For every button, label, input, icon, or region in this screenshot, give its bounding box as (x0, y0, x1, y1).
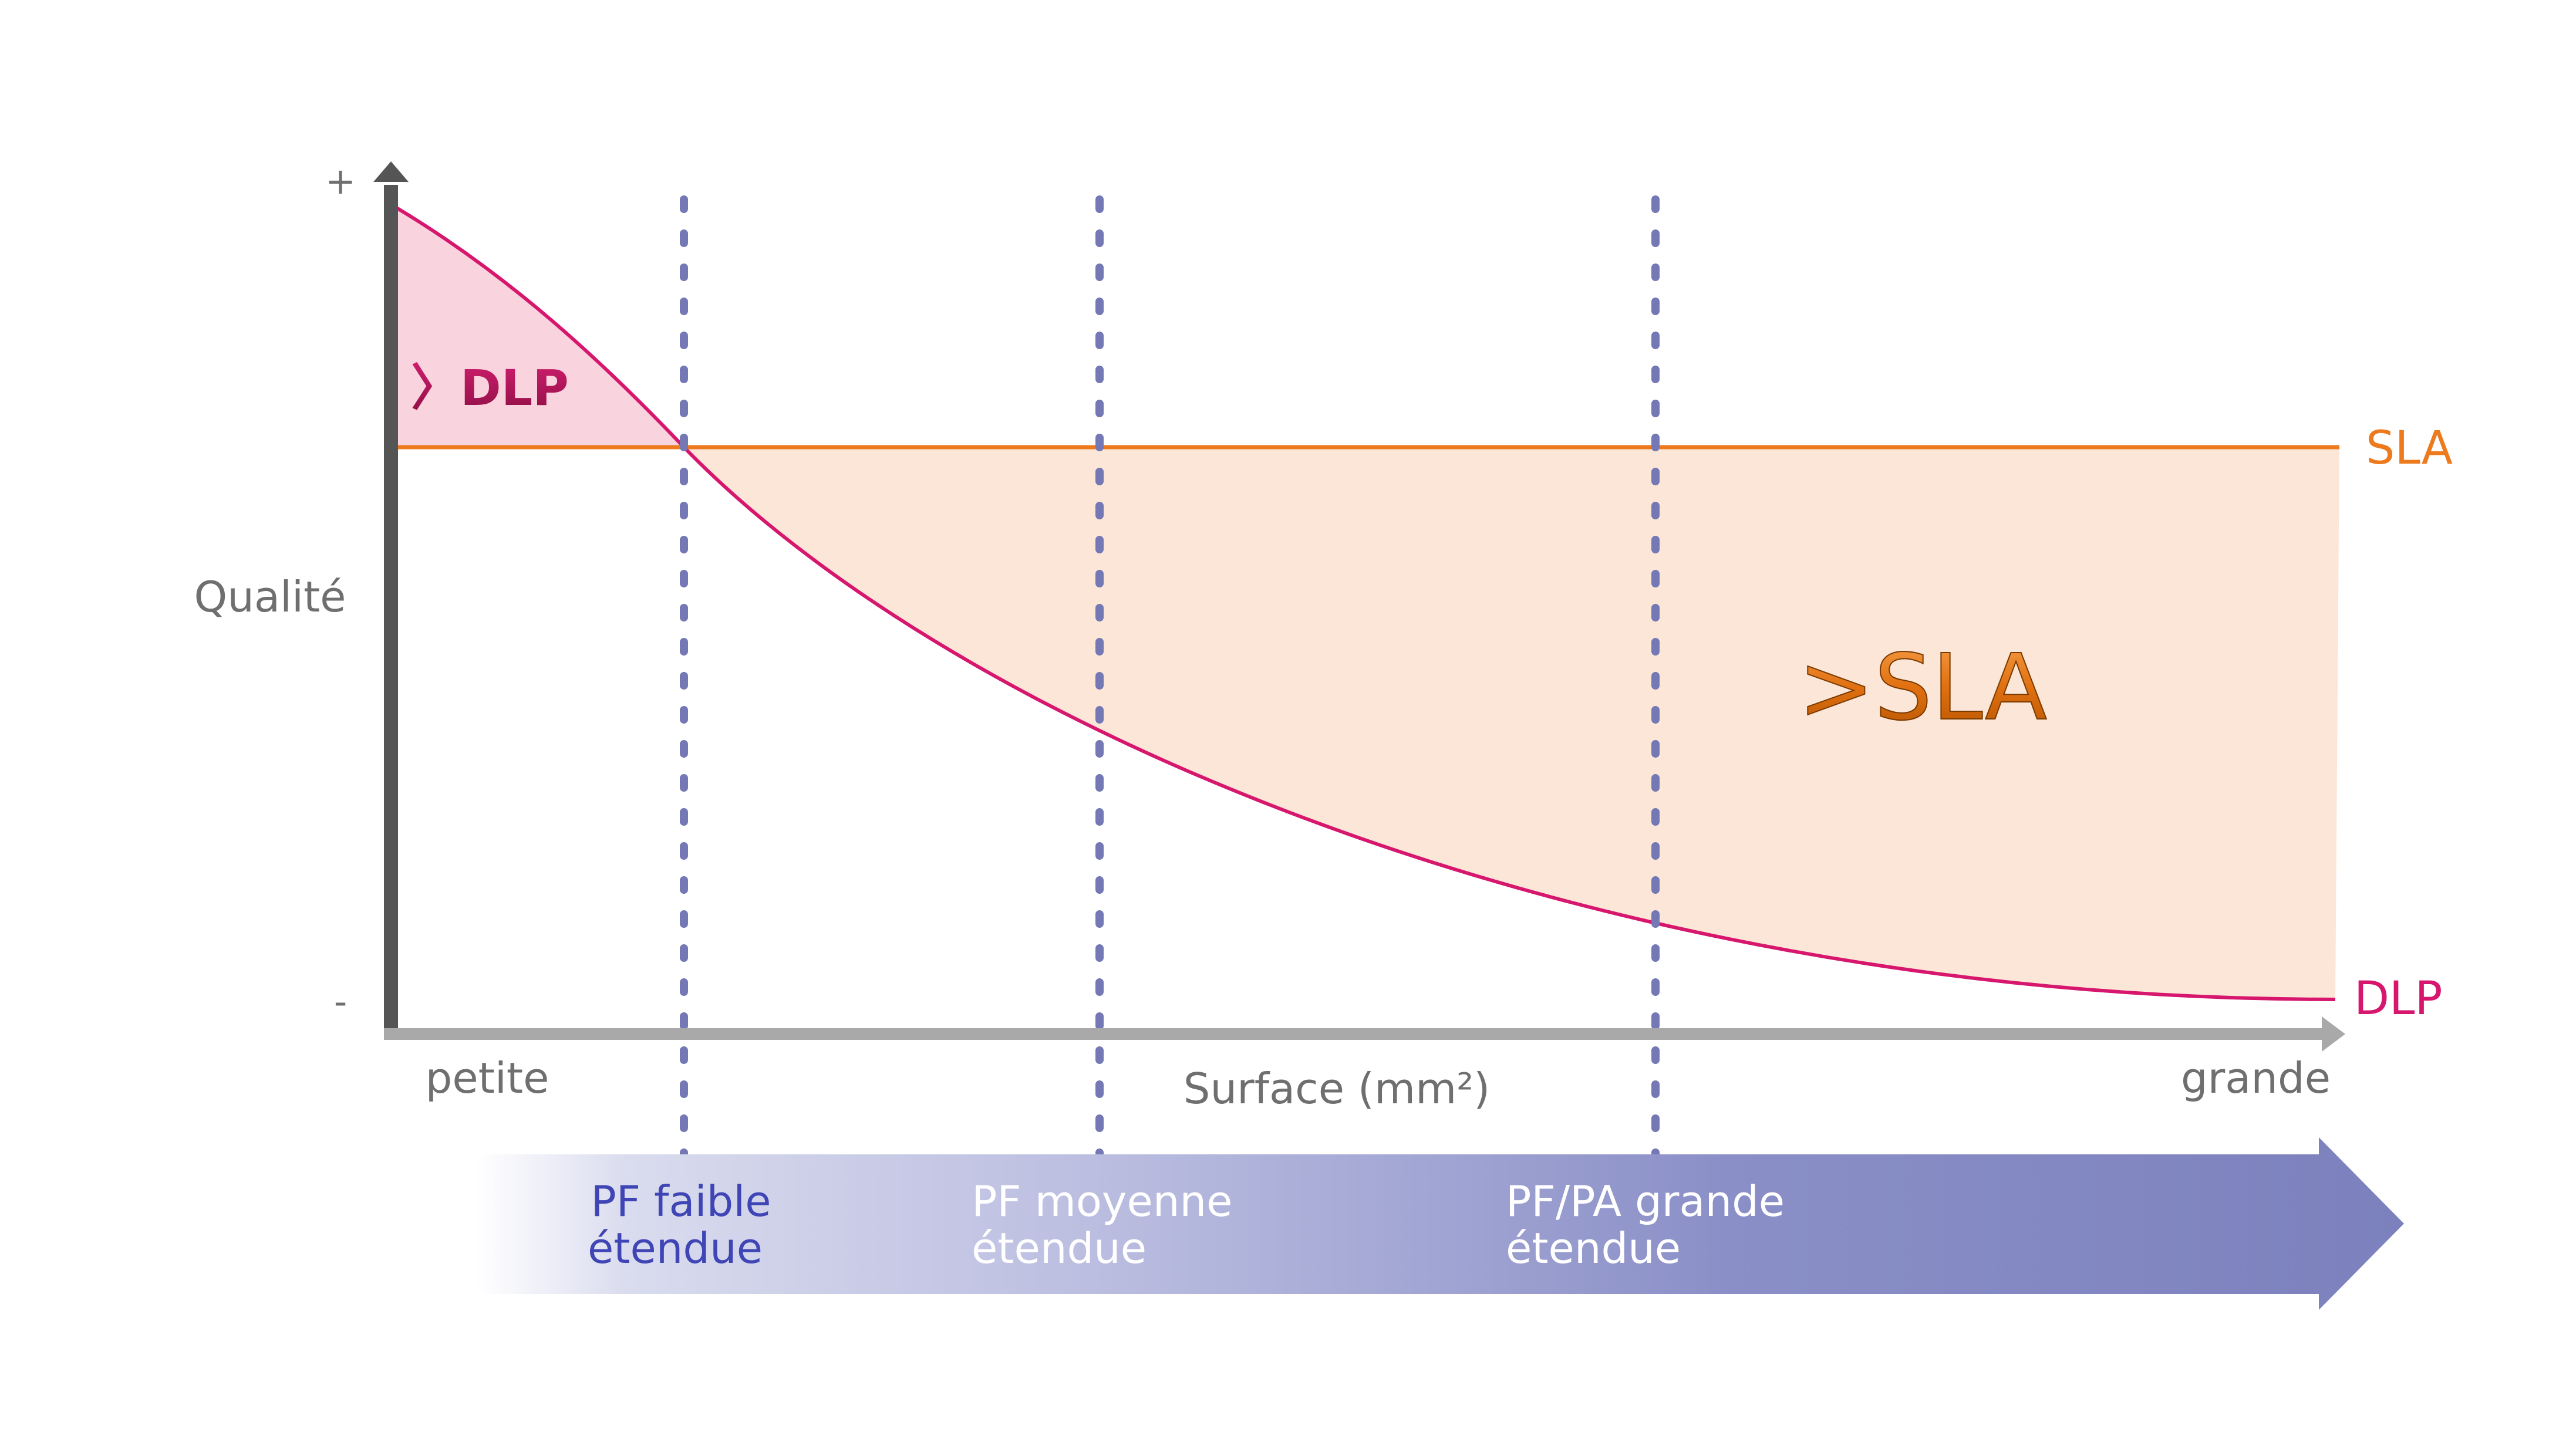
range-segment-medium: PF moyenne étendue (972, 1177, 1232, 1273)
dlp-line-label: DLP (2354, 972, 2443, 1025)
range-segment-large: PF/PA grande étendue (1506, 1177, 1785, 1273)
dlp-advantage-region (394, 207, 684, 447)
sla-region-label: >SLA (1798, 634, 2047, 741)
y-axis-top-tick: + (325, 160, 356, 202)
sla-advantage-region (684, 447, 2339, 999)
x-axis-arrowhead (2322, 1016, 2345, 1052)
x-axis-right-label: grande (2181, 1053, 2331, 1103)
range-segment-line1: PF faible (591, 1177, 771, 1226)
range-segment-line2: étendue (972, 1224, 1147, 1273)
y-axis-arrowhead (373, 161, 409, 182)
range-arrow (477, 1137, 2404, 1310)
dlp-region-label: 〉DLP (411, 359, 569, 417)
range-segment-line2: étendue (1506, 1224, 1681, 1273)
range-segment-line1: PF/PA grande (1506, 1177, 1785, 1226)
dlp-curve (393, 205, 2336, 1001)
sla-line-label: SLA (2366, 422, 2453, 475)
y-axis-bottom-tick: - (334, 980, 347, 1023)
range-segment-line1: PF moyenne (972, 1177, 1232, 1226)
x-axis-label: Surface (mm²) (1183, 1064, 1491, 1113)
range-dividers (680, 195, 1660, 1163)
y-axis-label: Qualité (194, 572, 346, 621)
range-segment-line2: étendue (588, 1224, 763, 1273)
x-axis-left-label: petite (426, 1053, 549, 1103)
range-segment-low: PF faible étendue (588, 1177, 771, 1273)
